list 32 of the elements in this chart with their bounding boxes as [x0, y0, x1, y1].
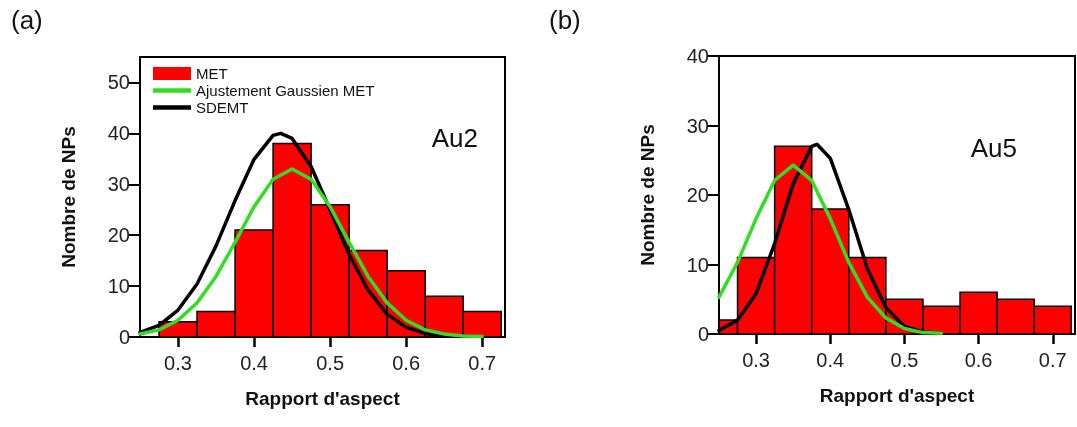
- x-axis-title: Rapport d'aspect: [245, 388, 401, 409]
- x-tick-label: 0.5: [890, 349, 919, 371]
- y-tick-label: 40: [107, 122, 130, 145]
- annotation: Au2: [431, 123, 478, 153]
- x-tick-label: 0.4: [240, 352, 268, 374]
- y-tick-label: 20: [686, 184, 709, 206]
- x-tick-label: 0.7: [468, 352, 497, 374]
- y-tick-label: 0: [697, 323, 709, 345]
- y-axis-title: Nombre de NPs: [58, 126, 79, 268]
- y-tick-label: 40: [686, 45, 709, 67]
- y-axis-title: Nombre de NPs: [637, 124, 658, 266]
- x-tick-label: 0.7: [1038, 349, 1067, 371]
- legend-label: SDEMT: [196, 99, 249, 116]
- chart-title: (b): [549, 5, 581, 35]
- x-tick-label: 0.6: [392, 352, 421, 374]
- y-tick-label: 30: [107, 173, 130, 196]
- y-tick-label: 30: [686, 114, 709, 137]
- legend-label: Ajustement Gaussien MET: [196, 82, 375, 99]
- x-tick-label: 0.6: [964, 349, 993, 371]
- y-tick-label: 0: [118, 326, 130, 348]
- y-tick-label: 50: [107, 71, 130, 94]
- x-tick-label: 0.5: [316, 352, 345, 374]
- y-tick-label: 20: [107, 224, 130, 247]
- x-tick-label: 0.4: [816, 349, 845, 371]
- x-axis-title: Rapport d'aspect: [819, 385, 975, 406]
- x-tick-label: 0.3: [164, 352, 192, 374]
- x-tick-label: 0.3: [742, 349, 770, 371]
- y-tick-label: 10: [686, 253, 709, 276]
- legend-label: MET: [196, 65, 228, 82]
- y-tick-label: 10: [107, 275, 130, 298]
- annotation: Au5: [970, 133, 1017, 163]
- chart-title: (a): [11, 5, 43, 35]
